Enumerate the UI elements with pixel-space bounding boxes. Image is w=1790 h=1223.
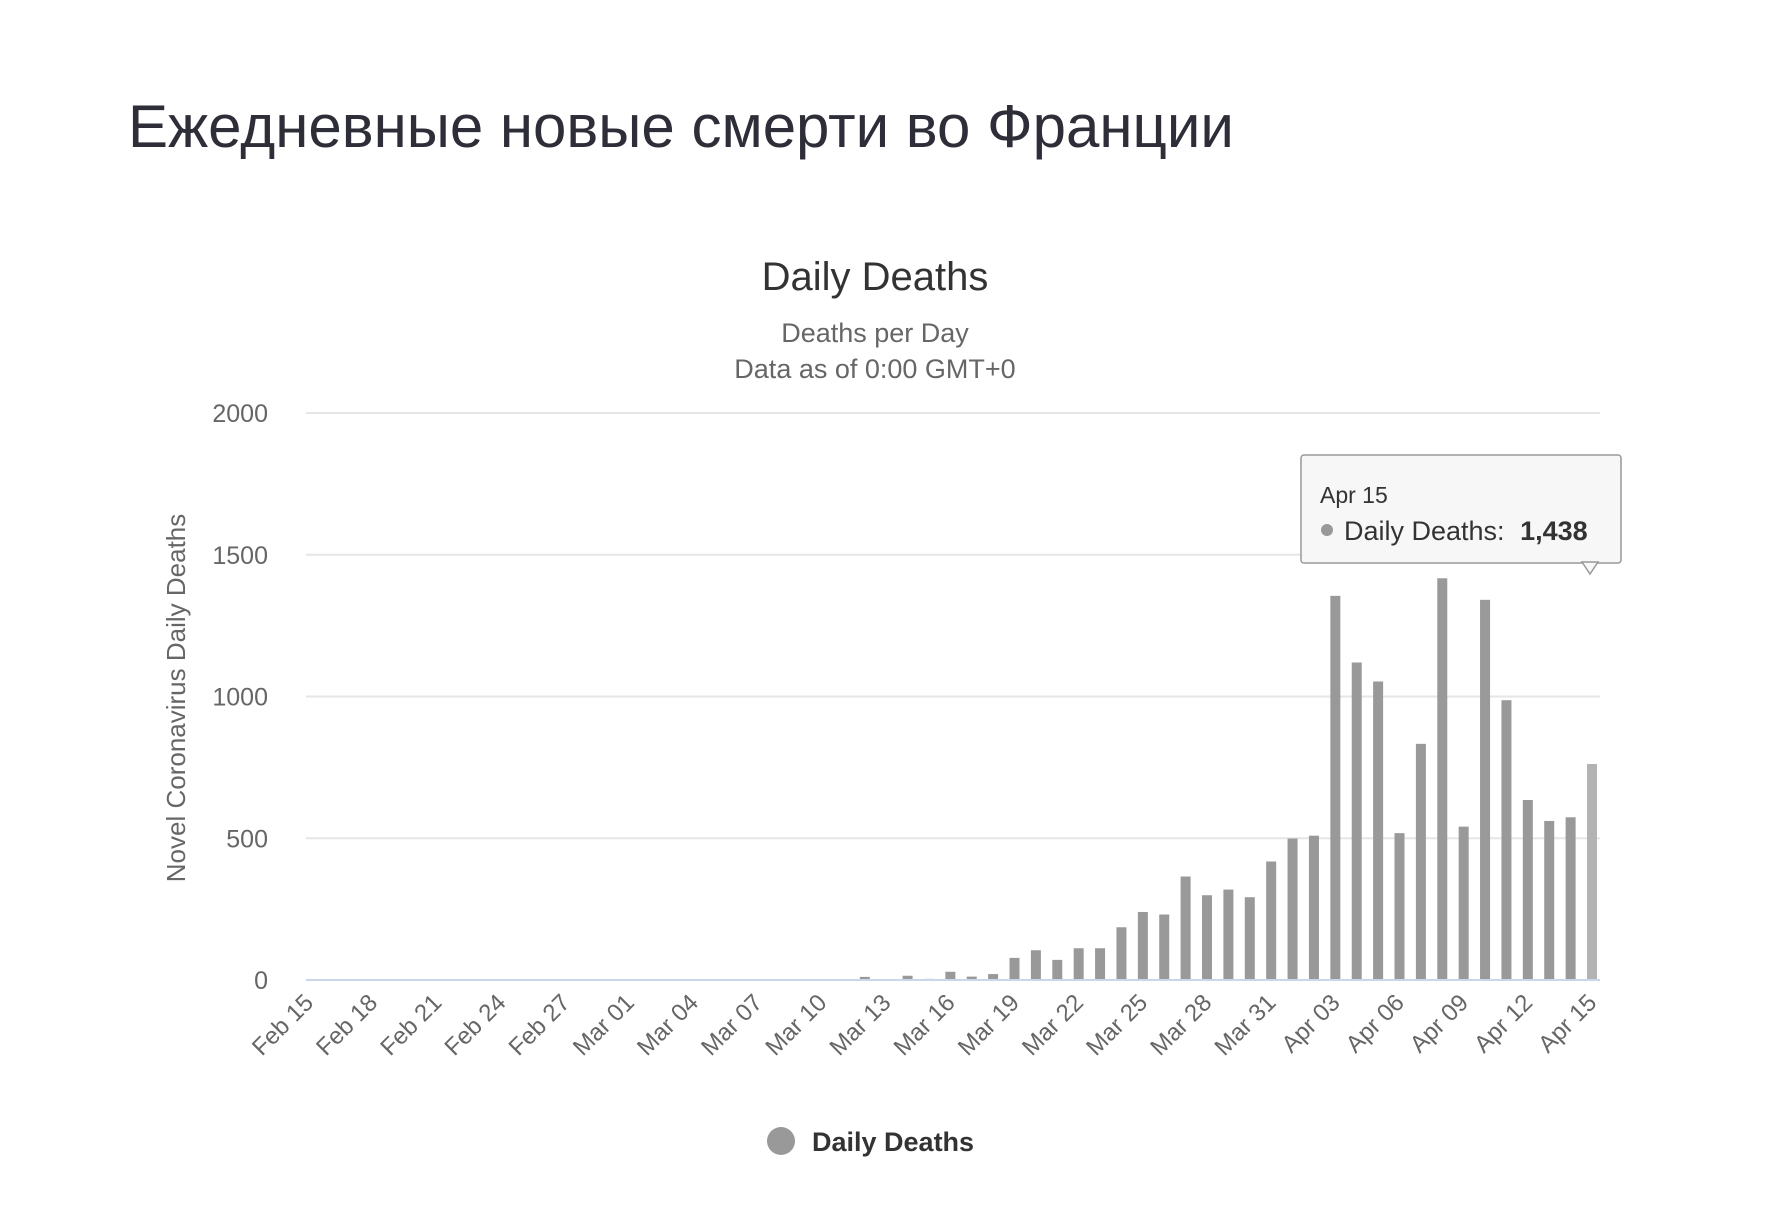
bar[interactable]	[945, 971, 956, 980]
tooltip-value: 1,438	[1520, 516, 1588, 546]
x-tick-label: Apr 09	[1405, 989, 1474, 1058]
x-tick-label: Mar 22	[1017, 989, 1089, 1061]
bar[interactable]	[1415, 743, 1426, 980]
x-tick-label: Apr 06	[1341, 989, 1410, 1058]
bar[interactable]	[1095, 948, 1106, 980]
x-tick-label: Mar 19	[953, 989, 1025, 1061]
legend-marker-icon	[767, 1127, 795, 1155]
x-tick-label: Mar 01	[568, 989, 640, 1061]
y-tick-label: 500	[226, 825, 268, 853]
bar[interactable]	[1351, 662, 1362, 980]
bar[interactable]	[1159, 914, 1170, 980]
bar[interactable]	[1437, 578, 1448, 980]
y-tick-label: 1000	[212, 684, 268, 712]
bar[interactable]	[1394, 833, 1405, 980]
tooltip-pointer-icon	[1580, 561, 1600, 576]
bar[interactable]	[1308, 835, 1319, 980]
y-axis-label: Novel Coronavirus Daily Deaths	[161, 514, 191, 882]
x-tick-label: Mar 13	[825, 989, 897, 1061]
y-tick-label: 0	[254, 967, 268, 995]
bar[interactable]	[1223, 889, 1234, 980]
x-tick-label: Mar 28	[1145, 989, 1217, 1061]
x-tick-label: Apr 03	[1276, 989, 1345, 1058]
bar[interactable]	[1544, 820, 1555, 980]
x-tick-label: Feb 21	[375, 989, 447, 1061]
x-tick-label: Mar 31	[1210, 989, 1282, 1061]
y-tick-label: 1500	[212, 542, 268, 570]
bar[interactable]	[1266, 861, 1277, 980]
x-tick-label: Mar 04	[632, 989, 704, 1061]
x-tick-label: Mar 07	[696, 989, 768, 1061]
bar[interactable]	[1458, 826, 1469, 980]
chart-subtitle-line-1: Deaths per Day	[781, 318, 969, 348]
bar[interactable]	[902, 975, 913, 980]
x-tick-label: Apr 15	[1533, 989, 1602, 1058]
page-title: Ежедневные новые смерти во Франции	[128, 93, 1234, 160]
bar[interactable]	[966, 976, 977, 980]
x-tick-label: Mar 25	[1081, 989, 1153, 1061]
legend-label: Daily Deaths	[812, 1127, 974, 1157]
bar[interactable]	[1330, 595, 1341, 980]
y-tick-label: 2000	[212, 400, 268, 428]
bar[interactable]	[1565, 817, 1576, 980]
bar[interactable]	[1137, 911, 1148, 980]
bar[interactable]	[988, 974, 999, 980]
x-tick-label: Feb 24	[440, 989, 512, 1061]
bar[interactable]	[859, 976, 870, 980]
bar[interactable]	[1244, 897, 1255, 980]
bar[interactable]	[1287, 838, 1298, 980]
x-tick-label: Feb 15	[247, 989, 319, 1061]
bar[interactable]	[1009, 957, 1020, 980]
tooltip-bullet-icon	[1321, 524, 1333, 536]
bar[interactable]	[1202, 895, 1213, 980]
bar[interactable]	[1073, 948, 1084, 980]
x-tick-label: Apr 12	[1469, 989, 1538, 1058]
bar[interactable]	[1587, 763, 1597, 980]
bar[interactable]	[1052, 959, 1063, 980]
bars	[859, 578, 1597, 980]
bar[interactable]	[1480, 599, 1491, 980]
bar[interactable]	[1373, 681, 1384, 980]
chart-subtitle-line-2: Data as of 0:00 GMT+0	[734, 354, 1015, 384]
bar[interactable]	[1501, 700, 1512, 980]
chart-title: Daily Deaths	[762, 255, 989, 299]
legend[interactable]: Daily Deaths	[767, 1127, 974, 1157]
tooltip-date: Apr 15	[1320, 482, 1388, 508]
y-axis-ticks: 0 500 1000 1500 2000	[212, 400, 268, 995]
x-tick-label: Feb 18	[311, 989, 383, 1061]
bar[interactable]	[1180, 876, 1191, 980]
bar[interactable]	[1522, 799, 1533, 980]
tooltip-line: Daily Deaths: 1,438	[1344, 516, 1588, 546]
tooltip: Apr 15 Daily Deaths: 1,438	[1300, 454, 1622, 576]
bar[interactable]	[1116, 927, 1127, 980]
x-tick-label: Mar 16	[889, 989, 961, 1061]
tooltip-box	[1300, 454, 1622, 564]
x-tick-label: Feb 27	[504, 989, 576, 1061]
bar[interactable]	[1030, 950, 1041, 980]
tooltip-series-name: Daily Deaths:	[1344, 516, 1505, 546]
x-tick-label: Mar 10	[760, 989, 832, 1061]
